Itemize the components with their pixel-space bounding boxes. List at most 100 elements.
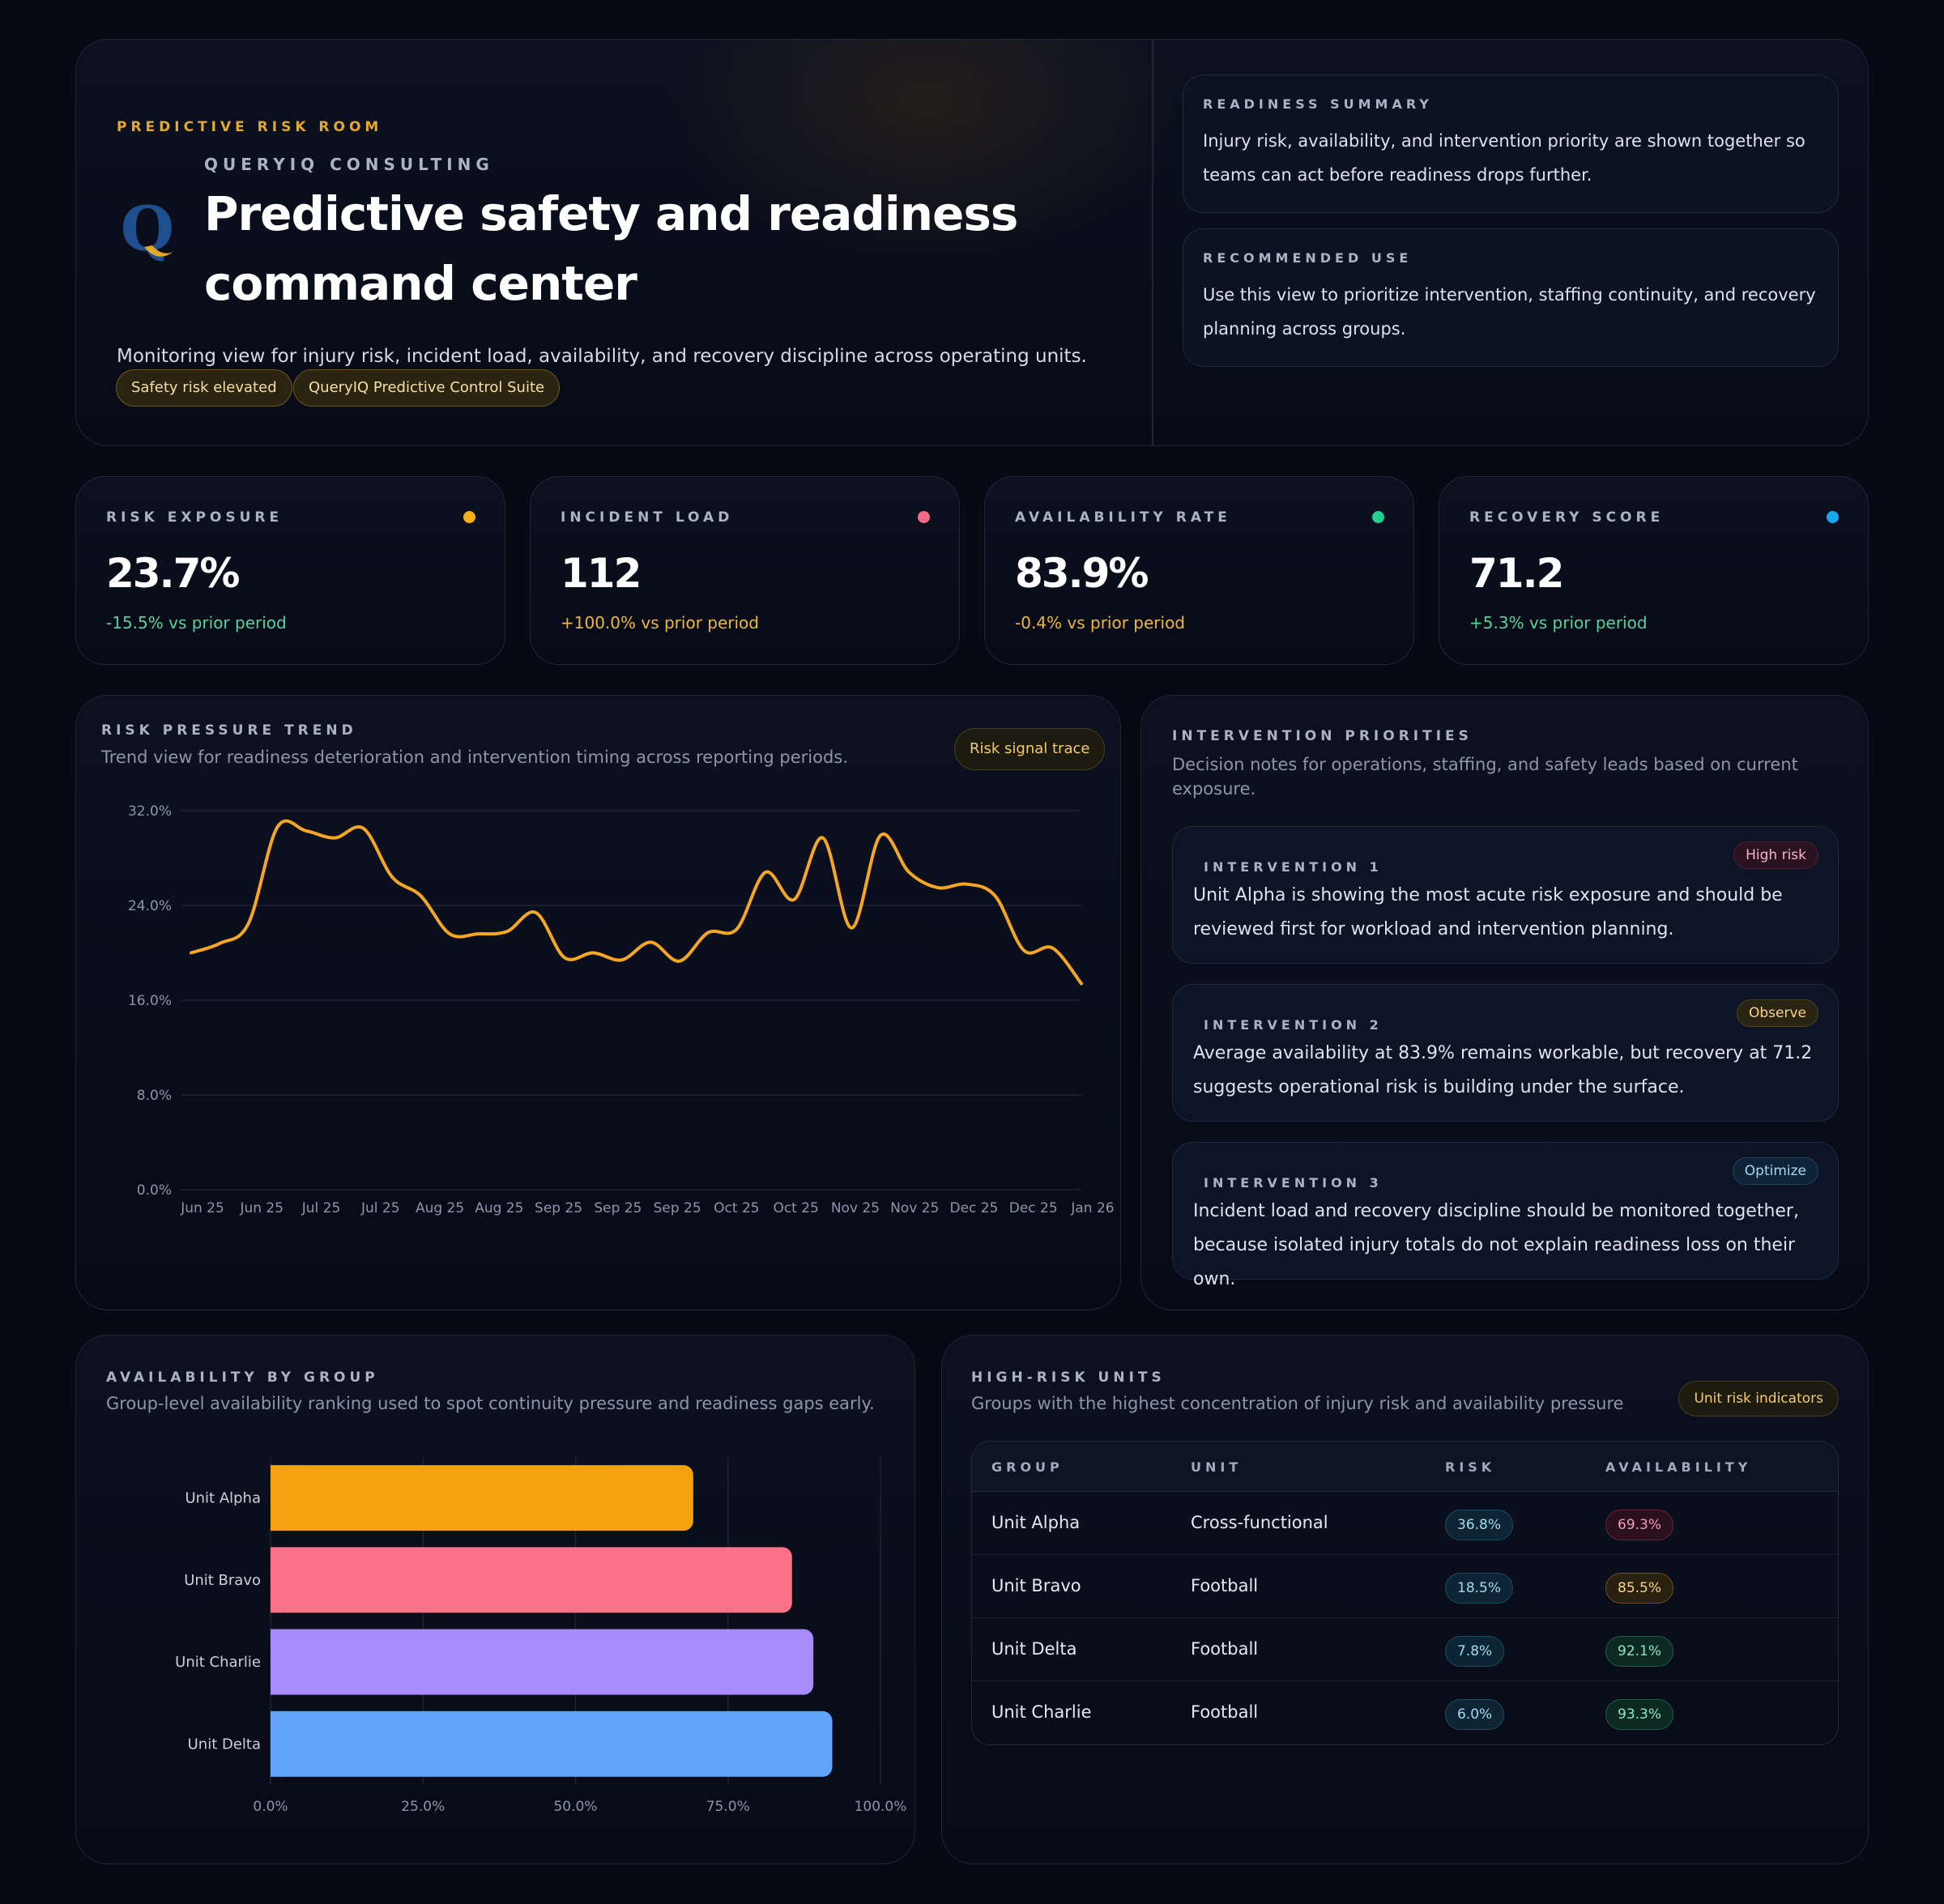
risk-series-line [190,819,1083,986]
bar-unit-alpha [271,1465,693,1531]
kpi-status-dot [1372,511,1384,523]
bar-unit-bravo [271,1547,792,1613]
priority-badge: Optimize [1732,1157,1818,1185]
table-row[interactable]: Unit Bravo Football 18.5% 85.5% [972,1555,1838,1618]
availability-chip: 85.5% [1605,1573,1674,1604]
table-row[interactable]: Unit Delta Football 7.8% 92.1% [972,1618,1838,1681]
x-tick-label: Sep 25 [594,1200,642,1216]
high-risk-table: GROUP UNIT RISK AVAILABILITY Unit Alpha … [971,1441,1839,1745]
risk-chip: 18.5% [1445,1573,1514,1604]
readiness-summary-text: Injury risk, availability, and intervent… [1203,131,1805,185]
x-tick-label: Aug 25 [416,1200,464,1216]
x-tick-label: Jan 26 [1070,1200,1114,1216]
status-pill-risk: Safety risk elevated [116,369,292,407]
risk-chip: 7.8% [1445,1636,1505,1667]
kpi-label: INCIDENT LOAD [561,509,734,526]
kpi-delta: +5.3% vs prior period [1469,613,1648,633]
trend-title: RISK PRESSURE TREND [101,722,357,739]
kpi-value: 112 [561,550,642,597]
y-tick-label: 24.0% [128,898,172,914]
intervention-label: INTERVENTION 2 [1204,1017,1383,1033]
kpi-status-dot [463,511,475,523]
y-tick-label: 0.0% [137,1182,172,1199]
readiness-summary-label: READINESS SUMMARY [1203,96,1433,112]
high-risk-panel: HIGH-RISK UNITS Groups with the highest … [941,1335,1869,1864]
x-tick-label: 75.0% [706,1799,750,1815]
x-tick-label: Jun 25 [180,1200,224,1216]
x-tick-label: Jun 25 [239,1200,284,1216]
bar-unit-charlie [271,1629,814,1695]
priority-badge: High risk [1733,841,1818,869]
intervention-card: INTERVENTION 3 Optimize Incident load an… [1172,1142,1839,1289]
cell-unit: Cross-functional [1191,1513,1328,1532]
intervention-label: INTERVENTION 1 [1204,859,1383,875]
availability-chip: 93.3% [1605,1699,1674,1730]
x-tick-label: Nov 25 [831,1200,880,1216]
x-tick-label: Dec 25 [949,1200,998,1216]
kpi-availability-rate: AVAILABILITY RATE 83.9% -0.4% vs prior p… [984,476,1414,665]
risk-trend-panel: RISK PRESSURE TREND Trend view for readi… [75,695,1121,1310]
column-header-unit: UNIT [1191,1459,1243,1475]
availability-subtitle: Group-level availability ranking used to… [106,1394,875,1413]
kpi-delta: -0.4% vs prior period [1015,613,1185,633]
kpi-status-dot [1827,511,1839,523]
category-label: Unit Alpha [185,1490,261,1507]
kpi-label: AVAILABILITY RATE [1015,509,1231,526]
hero-panel: PREDICTIVE RISK ROOM Q QUERYIQ CONSULTIN… [75,39,1869,446]
table-row[interactable]: Unit Alpha Cross-functional 36.8% 69.3% [972,1492,1838,1555]
kpi-delta: -15.5% vs prior period [106,613,287,633]
y-tick-label: 8.0% [137,1088,172,1104]
kpi-value: 83.9% [1015,550,1149,597]
cell-unit: Football [1191,1576,1259,1595]
y-tick-label: 16.0% [128,993,172,1009]
x-tick-label: 50.0% [553,1799,597,1815]
kpi-recovery-score: RECOVERY SCORE 71.2 +5.3% vs prior perio… [1439,476,1869,665]
availability-chip: 92.1% [1605,1636,1674,1667]
priority-badge: Observe [1737,999,1818,1027]
x-tick-label: Sep 25 [535,1200,582,1216]
cell-unit: Football [1191,1639,1259,1659]
bar-left-edge [271,1710,282,1777]
intervention-text: Incident load and recovery discipline sh… [1193,1201,1799,1289]
recommended-use-label: RECOMMENDED USE [1203,250,1413,266]
hero-description: Monitoring view for injury risk, inciden… [117,346,1087,367]
risk-chip: 6.0% [1445,1699,1505,1730]
high-risk-subtitle: Groups with the highest concentration of… [971,1394,1624,1413]
cell-group: Unit Delta [991,1639,1077,1659]
recommended-use-box: RECOMMENDED USE Use this view to priorit… [1183,228,1839,367]
x-tick-label: 100.0% [855,1799,907,1815]
kpi-value: 71.2 [1469,550,1564,597]
x-tick-label: Dec 25 [1009,1200,1058,1216]
cell-unit: Football [1191,1702,1259,1722]
x-tick-label: Jul 25 [301,1200,341,1216]
x-tick-label: Aug 25 [475,1200,523,1216]
intervention-text: Unit Alpha is showing the most acute ris… [1193,885,1783,939]
q-logo-icon: Q [121,198,174,265]
x-tick-label: Nov 25 [890,1200,939,1216]
kpi-value: 23.7% [106,550,240,597]
category-label: Unit Bravo [184,1572,261,1589]
kpi-incident-load: INCIDENT LOAD 112 +100.0% vs prior perio… [530,476,960,665]
column-header-availability: AVAILABILITY [1605,1459,1752,1475]
kpi-label: RISK EXPOSURE [106,509,284,526]
intervention-card: INTERVENTION 1 High risk Unit Alpha is s… [1172,826,1839,964]
kpi-risk-exposure: RISK EXPOSURE 23.7% -15.5% vs prior peri… [75,476,505,665]
hero-eyebrow: PREDICTIVE RISK ROOM [117,119,383,135]
suite-pill: QueryIQ Predictive Control Suite [293,369,561,407]
kpi-label: RECOVERY SCORE [1469,509,1665,526]
table-row[interactable]: Unit Charlie Football 6.0% 93.3% [972,1681,1838,1744]
x-tick-label: 0.0% [253,1799,288,1815]
table-header: GROUP UNIT RISK AVAILABILITY [972,1442,1838,1492]
cell-group: Unit Bravo [991,1576,1081,1595]
high-risk-pill: Unit risk indicators [1678,1381,1839,1416]
availability-chip: 69.3% [1605,1510,1674,1540]
intervention-title: INTERVENTION PRIORITIES [1172,728,1473,744]
page-title: Predictive safety and readiness command … [204,186,1018,311]
x-tick-label: Oct 25 [714,1200,759,1216]
intervention-label: INTERVENTION 3 [1204,1175,1383,1191]
company-name: QUERYIQ CONSULTING [204,155,494,174]
availability-title: AVAILABILITY BY GROUP [106,1369,379,1386]
cell-group: Unit Alpha [991,1513,1081,1532]
trend-subtitle: Trend view for readiness deterioration a… [101,748,848,767]
intervention-text: Average availability at 83.9% remains wo… [1193,1043,1813,1097]
